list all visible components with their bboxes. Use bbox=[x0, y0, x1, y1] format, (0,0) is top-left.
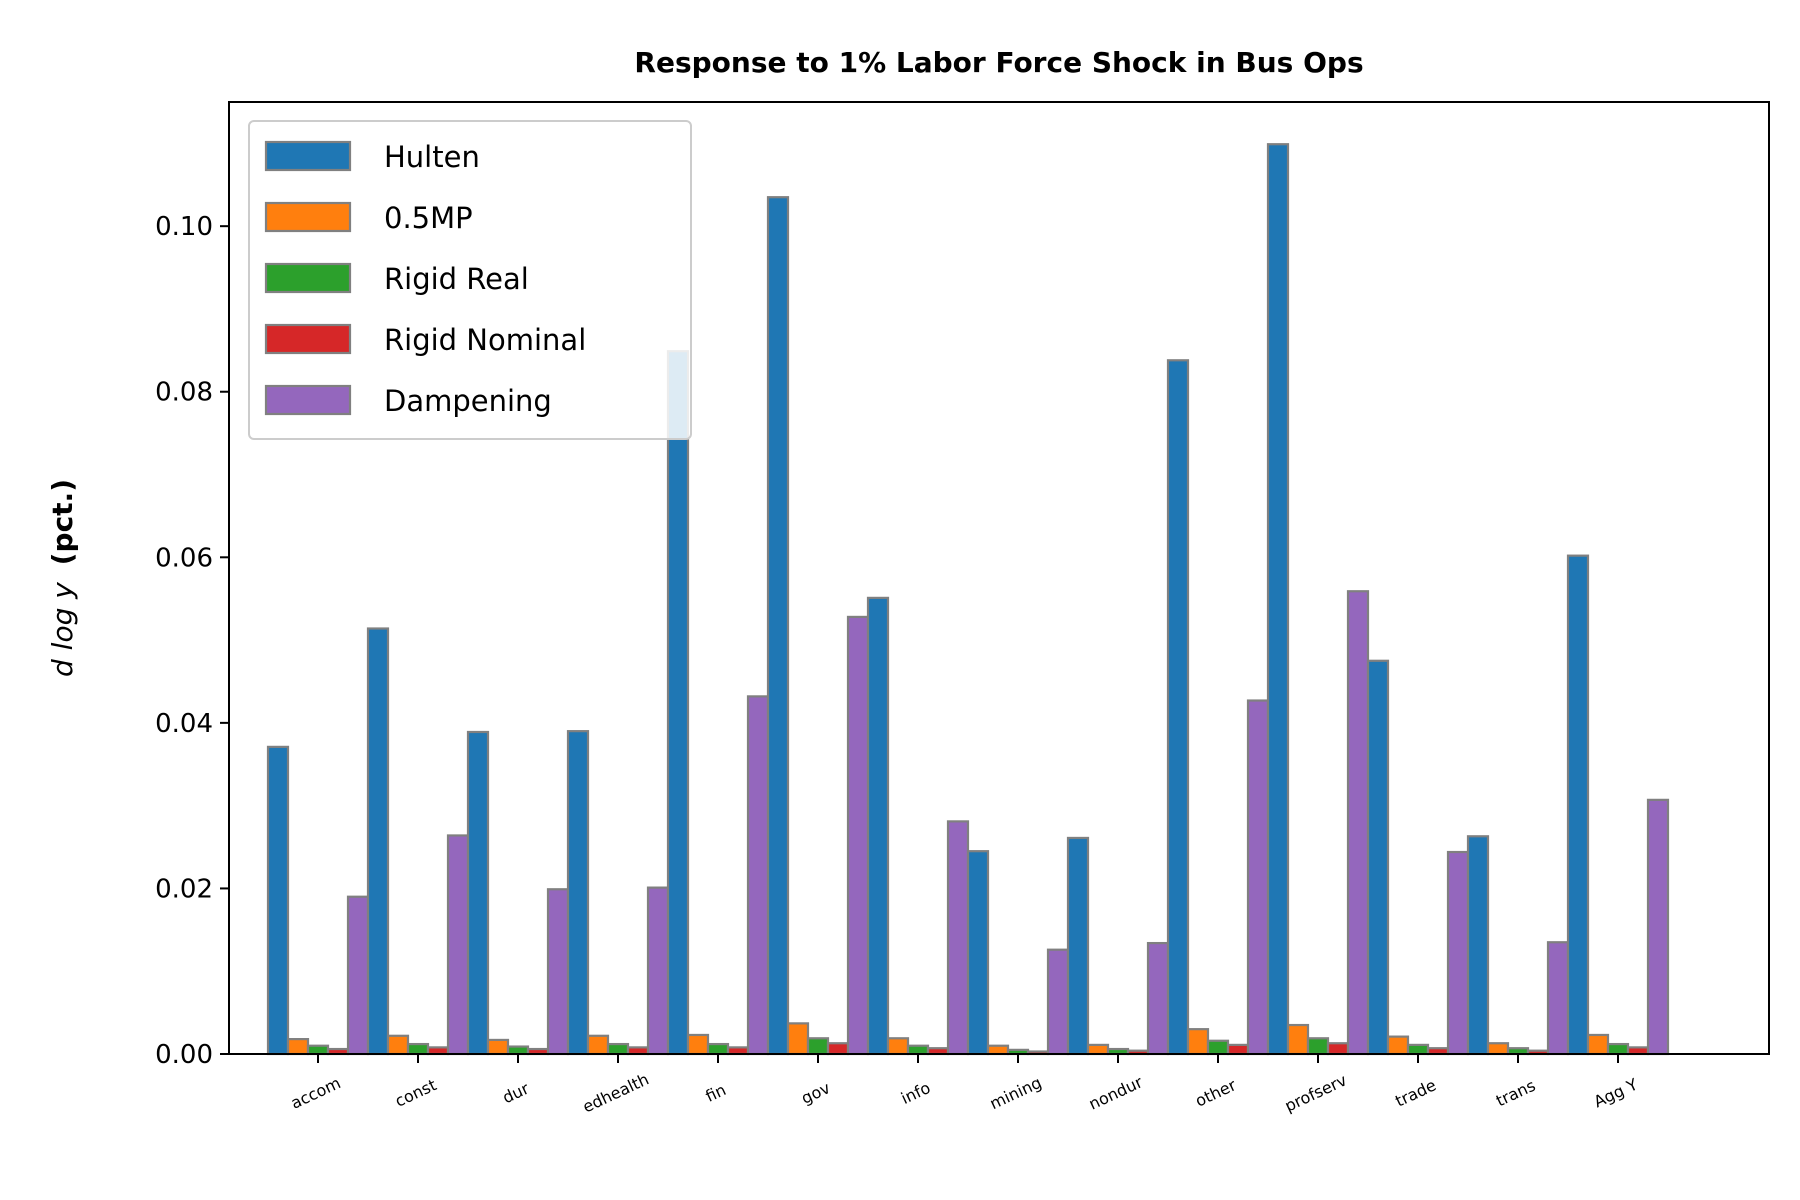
x-tick-label: trans bbox=[1493, 1076, 1538, 1111]
bar-dampening-mining bbox=[1046, 948, 1070, 1056]
bar-rigid-real-gov bbox=[806, 1037, 830, 1056]
bar-rigid-nominal-gov bbox=[826, 1042, 850, 1056]
bar-hulten-mining bbox=[966, 850, 990, 1056]
legend-swatch bbox=[264, 262, 352, 294]
bar-dampening-edhealth bbox=[646, 886, 670, 1056]
bar-rigid-nominal-profserv bbox=[1326, 1042, 1350, 1056]
bar-hulten-const bbox=[366, 627, 390, 1056]
bar-0-5mp-edhealth bbox=[586, 1034, 610, 1056]
bar-0-5mp-mining bbox=[986, 1044, 1010, 1056]
x-tick-label: accom bbox=[288, 1073, 344, 1113]
x-tick-label: nondur bbox=[1086, 1072, 1146, 1113]
bar-0-5mp-trade bbox=[1386, 1035, 1410, 1056]
y-axis: 0.00 0.02 0.04 0.06 0.08 0.10 bbox=[155, 212, 229, 1070]
bar-hulten-profserv bbox=[1266, 143, 1290, 1056]
y-axis-label-math: d log y bbox=[46, 582, 79, 677]
bar-hulten-trans bbox=[1466, 835, 1490, 1056]
bar-hulten-trade bbox=[1366, 659, 1390, 1056]
x-axis: accom const dur edhealth fin gov info mining non… bbox=[288, 1054, 1641, 1117]
bar-0-5mp-agg-y bbox=[1586, 1033, 1610, 1056]
bar-rigid-real-dur bbox=[506, 1045, 530, 1056]
bar-0-5mp-const bbox=[386, 1034, 410, 1056]
bar-rigid-real-const bbox=[406, 1042, 430, 1056]
bar-dampening-const bbox=[446, 834, 470, 1056]
legend-box bbox=[248, 120, 692, 440]
x-tick-label: mining bbox=[987, 1073, 1045, 1113]
y-tick-label: 0.06 bbox=[155, 543, 213, 573]
bar-rigid-real-accom bbox=[306, 1044, 330, 1056]
y-tick-label: 0.08 bbox=[155, 378, 213, 408]
bar-rigid-real-fin bbox=[706, 1042, 730, 1056]
bar-0-5mp-accom bbox=[286, 1037, 310, 1056]
legend-swatch bbox=[264, 384, 352, 416]
x-tick-label: profserv bbox=[1282, 1070, 1350, 1115]
x-tick-label: dur bbox=[499, 1079, 532, 1108]
bar-hulten-gov bbox=[766, 196, 790, 1056]
bar-dampening-trade bbox=[1446, 850, 1470, 1056]
legend-label: Rigid Real bbox=[384, 262, 529, 296]
bar-hulten-fin bbox=[666, 350, 690, 1056]
bar-0-5mp-profserv bbox=[1286, 1023, 1310, 1056]
bar-0-5mp-fin bbox=[686, 1033, 710, 1056]
bar-0-5mp-trans bbox=[1486, 1042, 1510, 1056]
y-axis-label-unit: (pct.) bbox=[46, 479, 79, 565]
bar-0-5mp-dur bbox=[486, 1038, 510, 1056]
bar-rigid-real-info bbox=[906, 1044, 930, 1056]
x-tick-label: const bbox=[392, 1075, 439, 1111]
bar-hulten-info bbox=[866, 596, 890, 1056]
legend-swatch bbox=[264, 323, 352, 355]
plot-area-frame bbox=[228, 101, 1770, 1055]
x-tick-label: other bbox=[1192, 1075, 1239, 1110]
bar-0-5mp-nondur bbox=[1086, 1043, 1110, 1056]
bar-dampening-agg-y bbox=[1646, 798, 1670, 1056]
bar-dampening-other bbox=[1246, 699, 1270, 1056]
bar-dampening-nondur bbox=[1146, 941, 1170, 1056]
x-tick-label: edhealth bbox=[580, 1069, 652, 1116]
y-axis-label: d log y (pct.) bbox=[46, 479, 79, 677]
x-tick-label: fin bbox=[702, 1080, 728, 1106]
bar-dampening-accom bbox=[346, 895, 370, 1056]
bar-dampening-info bbox=[946, 820, 970, 1056]
x-tick-label: Agg Y bbox=[1591, 1075, 1641, 1112]
bar-rigid-real-other bbox=[1206, 1039, 1230, 1056]
bar-rigid-real-profserv bbox=[1306, 1037, 1330, 1056]
y-tick-label: 0.04 bbox=[155, 709, 213, 739]
chart-title: Response to 1% Labor Force Shock in Bus … bbox=[634, 46, 1363, 79]
bar-hulten-edhealth bbox=[566, 730, 590, 1056]
bar-dampening-fin bbox=[746, 695, 770, 1056]
bar-dampening-dur bbox=[546, 888, 570, 1056]
x-tick-label: trade bbox=[1392, 1075, 1439, 1110]
bar-hulten-agg-y bbox=[1566, 554, 1590, 1056]
bar-hulten-nondur bbox=[1066, 836, 1090, 1056]
bar-0-5mp-info bbox=[886, 1037, 910, 1056]
bar-rigid-real-trade bbox=[1406, 1043, 1430, 1056]
bar-dampening-trans bbox=[1546, 941, 1570, 1056]
legend-swatch bbox=[264, 140, 352, 172]
bar-hulten-accom bbox=[266, 745, 290, 1056]
legend: Hulten 0.5MP Rigid Real Rigid Nominal Dampen… bbox=[248, 120, 692, 440]
legend-swatch bbox=[264, 201, 352, 233]
legend-label: Dampening bbox=[384, 384, 552, 418]
y-tick-label: 0.00 bbox=[155, 1040, 213, 1070]
x-tick-label: gov bbox=[798, 1078, 833, 1108]
x-tick-label: info bbox=[898, 1078, 933, 1108]
bars-group bbox=[266, 143, 1670, 1056]
y-tick-label: 0.10 bbox=[155, 212, 213, 242]
bar-dampening-profserv bbox=[1346, 590, 1370, 1056]
bar-rigid-real-agg-y bbox=[1606, 1042, 1630, 1056]
bar-0-5mp-other bbox=[1186, 1028, 1210, 1056]
legend-label: Hulten bbox=[384, 140, 480, 174]
bar-rigid-nominal-other bbox=[1226, 1043, 1250, 1056]
y-tick-label: 0.02 bbox=[155, 874, 213, 904]
bar-hulten-dur bbox=[466, 730, 490, 1056]
legend-label: Rigid Nominal bbox=[384, 323, 586, 357]
bar-hulten-other bbox=[1166, 359, 1190, 1056]
bar-dampening-gov bbox=[846, 615, 870, 1056]
bar-0-5mp-gov bbox=[786, 1022, 810, 1056]
bar-rigid-real-edhealth bbox=[606, 1042, 630, 1056]
legend-label: 0.5MP bbox=[384, 201, 473, 235]
